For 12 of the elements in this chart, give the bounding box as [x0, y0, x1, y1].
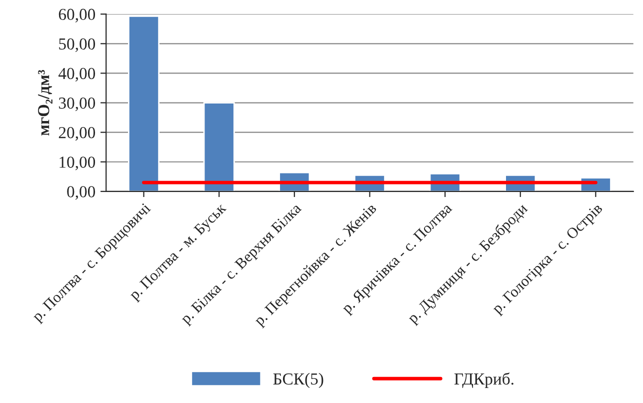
- legend-label: ГДКриб.: [454, 372, 514, 388]
- y-tick-label: 10,00: [60, 156, 96, 170]
- y-tick-label: 0,00: [67, 186, 96, 200]
- legend-label: БСК(5): [273, 372, 324, 388]
- bar: [203, 102, 235, 192]
- bar: [128, 15, 160, 192]
- y-tick-label: 60,00: [58, 8, 96, 22]
- y-tick-label: 40,00: [58, 68, 96, 82]
- y-tick-label: 50,00: [59, 38, 96, 52]
- y-tick-label: 30,00: [58, 97, 96, 112]
- y-axis-title: мгО₂/дм³: [38, 70, 52, 136]
- y-tick-label: 20,00: [58, 127, 96, 141]
